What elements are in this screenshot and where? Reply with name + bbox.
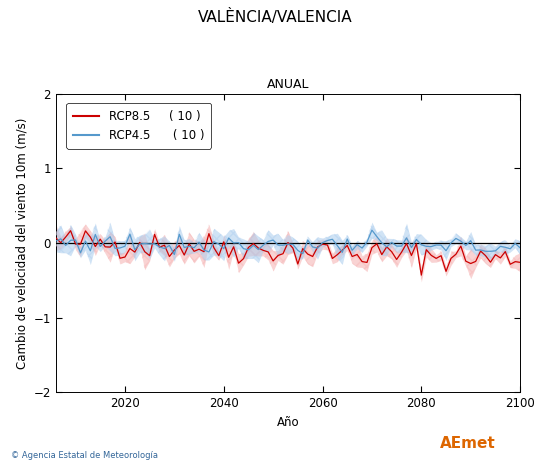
Y-axis label: Cambio de velocidad del viento 10m (m/s): Cambio de velocidad del viento 10m (m/s): [15, 117, 28, 369]
Text: AEmet: AEmet: [439, 436, 496, 451]
Title: ANUAL: ANUAL: [267, 79, 309, 91]
Text: VALÈNCIA/VALENCIA: VALÈNCIA/VALENCIA: [197, 9, 353, 25]
Legend: RCP8.5     ( 10 ), RCP4.5      ( 10 ): RCP8.5 ( 10 ), RCP4.5 ( 10 ): [67, 103, 211, 149]
X-axis label: Año: Año: [277, 415, 299, 429]
Text: © Agencia Estatal de Meteorología: © Agencia Estatal de Meteorología: [11, 451, 158, 460]
